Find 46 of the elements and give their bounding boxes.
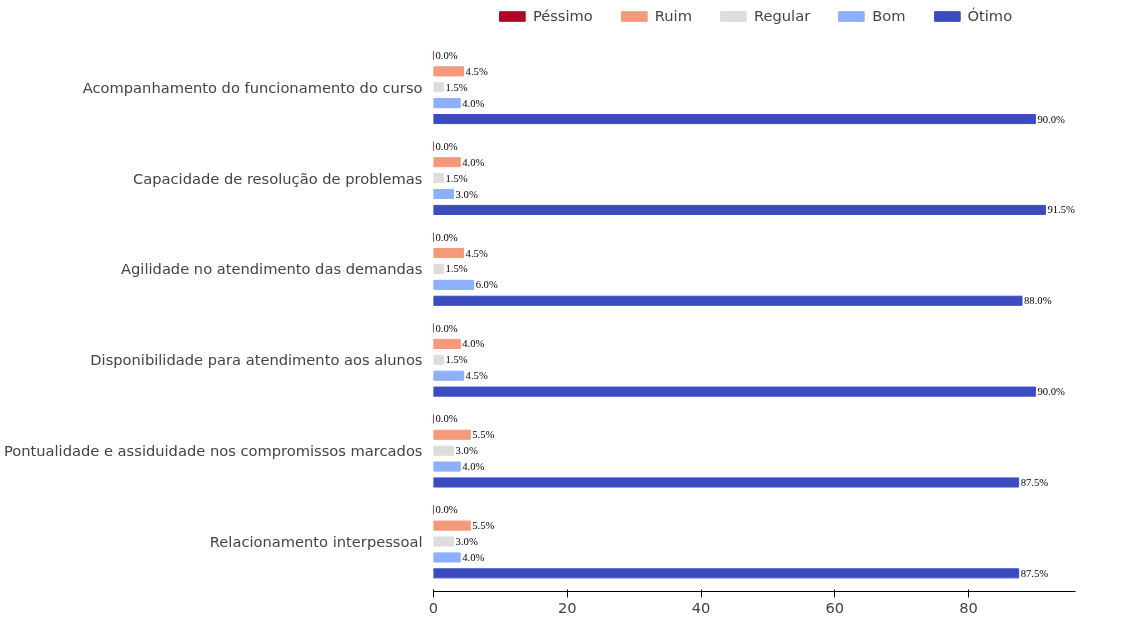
data-label: 0.0% [435,49,458,61]
data-label: 87.5% [1020,567,1049,579]
y-tick-label: Relacionamento interpessoal [209,533,423,551]
data-label: 4.0% [462,461,485,473]
data-label: 4.0% [462,156,485,168]
data-label: 4.0% [462,551,485,563]
x-tick-label: 40 [691,598,711,616]
data-label: 90.0% [1037,386,1066,398]
data-label: 1.5% [445,263,468,275]
data-label: 5.5% [472,429,495,441]
data-label: 91.5% [1047,204,1076,216]
data-label: 5.5% [472,520,495,532]
legend-label: Ótimo [967,7,1013,24]
data-label: 6.0% [475,279,498,291]
y-tick-label: Agilidade no atendimento das demandas [121,260,423,278]
legend-label: Bom [872,7,906,24]
x-tick-label: 80 [959,598,978,616]
y-tick-label: Acompanhamento do funcionamento do curso [82,78,423,96]
y-tick-label: Capacidade de resolução de problemas [133,169,423,187]
legend-label: Regular [753,7,811,24]
data-label: 88.0% [1024,295,1052,307]
data-label: 0.0% [435,322,458,334]
x-tick-label: 60 [825,598,845,616]
data-label: 90.0% [1037,113,1066,125]
data-label: 4.5% [465,247,488,259]
legend-label: Péssimo [532,7,593,24]
data-label: 3.0% [455,536,478,548]
data-label: 0.0% [435,140,458,152]
x-tick-label: 0 [428,598,439,616]
data-label: 1.5% [445,81,468,93]
data-label: 4.0% [462,338,485,350]
data-label: 4.0% [462,97,485,109]
data-label: 1.5% [445,354,468,366]
data-label: 1.5% [445,172,468,184]
data-label: 4.5% [465,370,488,382]
x-tick-label: 20 [557,598,577,616]
legend-label: Ruim [654,7,692,24]
y-tick-label: Disponibilidade para atendimento aos alunos [90,351,423,369]
data-label: 87.5% [1020,476,1049,488]
data-label: 3.0% [455,445,478,457]
data-label: 0.0% [435,231,458,243]
data-label: 0.0% [435,504,458,516]
data-label: 3.0% [455,188,478,200]
y-tick-label: Pontualidade e assiduidade nos compromissos marcados [3,442,423,460]
data-label: 4.5% [465,65,488,77]
data-label: 0.0% [435,413,458,425]
